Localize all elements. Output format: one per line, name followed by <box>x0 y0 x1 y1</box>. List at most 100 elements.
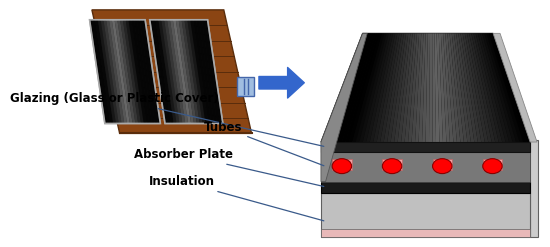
Polygon shape <box>90 20 161 124</box>
Polygon shape <box>90 20 108 124</box>
Polygon shape <box>469 33 495 142</box>
Polygon shape <box>176 20 194 124</box>
Polygon shape <box>150 20 223 124</box>
Polygon shape <box>405 33 417 142</box>
Polygon shape <box>471 33 499 142</box>
Polygon shape <box>109 20 127 124</box>
Polygon shape <box>482 33 516 142</box>
Polygon shape <box>170 20 188 124</box>
Polygon shape <box>98 20 116 124</box>
Polygon shape <box>487 33 523 142</box>
FancyArrowPatch shape <box>259 67 304 98</box>
Polygon shape <box>491 33 530 142</box>
Polygon shape <box>447 33 460 142</box>
Polygon shape <box>356 33 387 142</box>
Polygon shape <box>353 33 384 142</box>
Polygon shape <box>429 33 432 142</box>
Polygon shape <box>434 33 439 142</box>
Polygon shape <box>458 33 478 142</box>
Polygon shape <box>321 33 367 182</box>
Polygon shape <box>112 20 130 124</box>
Bar <box>382 159 402 170</box>
Polygon shape <box>415 33 424 142</box>
Polygon shape <box>106 20 124 124</box>
Polygon shape <box>95 20 113 124</box>
Polygon shape <box>153 20 171 124</box>
Polygon shape <box>161 20 179 124</box>
Polygon shape <box>173 20 191 124</box>
Polygon shape <box>321 33 530 142</box>
Ellipse shape <box>332 159 351 174</box>
Polygon shape <box>467 33 492 142</box>
Polygon shape <box>120 20 138 124</box>
Polygon shape <box>359 33 389 142</box>
Bar <box>321 152 530 182</box>
Polygon shape <box>454 33 471 142</box>
Ellipse shape <box>432 159 452 174</box>
Polygon shape <box>193 20 211 124</box>
Bar <box>332 159 351 170</box>
Polygon shape <box>335 33 373 142</box>
Bar <box>321 142 530 152</box>
Text: Tubes: Tubes <box>204 121 324 166</box>
Polygon shape <box>199 20 217 124</box>
Polygon shape <box>476 33 505 142</box>
Polygon shape <box>452 33 467 142</box>
Polygon shape <box>345 33 380 142</box>
Polygon shape <box>437 33 443 142</box>
Polygon shape <box>439 33 447 142</box>
Polygon shape <box>387 33 406 142</box>
Polygon shape <box>140 20 158 124</box>
Polygon shape <box>182 20 200 124</box>
Polygon shape <box>349 33 382 142</box>
Polygon shape <box>129 20 146 124</box>
Polygon shape <box>398 33 412 142</box>
Polygon shape <box>321 33 365 142</box>
Polygon shape <box>92 10 251 133</box>
Polygon shape <box>422 33 428 142</box>
Bar <box>321 182 530 193</box>
Polygon shape <box>167 20 185 124</box>
Polygon shape <box>188 20 206 124</box>
Polygon shape <box>92 20 111 124</box>
Polygon shape <box>158 20 177 124</box>
Polygon shape <box>117 20 135 124</box>
Polygon shape <box>338 33 376 142</box>
Polygon shape <box>460 33 481 142</box>
Polygon shape <box>489 33 526 142</box>
Polygon shape <box>202 20 220 124</box>
Ellipse shape <box>483 159 502 174</box>
Polygon shape <box>443 33 453 142</box>
Polygon shape <box>384 33 404 142</box>
Polygon shape <box>142 20 161 124</box>
Polygon shape <box>196 20 214 124</box>
Bar <box>432 159 452 170</box>
Polygon shape <box>390 33 408 142</box>
Bar <box>321 193 530 237</box>
Polygon shape <box>426 33 430 142</box>
Polygon shape <box>179 20 197 124</box>
Text: Absorber Plate: Absorber Plate <box>134 148 324 186</box>
Polygon shape <box>370 33 395 142</box>
Polygon shape <box>419 33 426 142</box>
Polygon shape <box>342 33 378 142</box>
Polygon shape <box>480 33 513 142</box>
Polygon shape <box>328 33 369 142</box>
Polygon shape <box>408 33 419 142</box>
Polygon shape <box>126 20 144 124</box>
Polygon shape <box>449 33 464 142</box>
Polygon shape <box>101 20 119 124</box>
Text: Glazing (Glass or Plastic Cover): Glazing (Glass or Plastic Cover) <box>10 92 324 146</box>
Polygon shape <box>164 20 183 124</box>
Polygon shape <box>363 33 391 142</box>
Bar <box>483 159 502 170</box>
Polygon shape <box>432 33 436 142</box>
Polygon shape <box>156 20 174 124</box>
Polygon shape <box>377 33 399 142</box>
Polygon shape <box>456 33 474 142</box>
Polygon shape <box>134 20 152 124</box>
Polygon shape <box>103 20 122 124</box>
Polygon shape <box>205 20 223 124</box>
Polygon shape <box>131 20 149 124</box>
Polygon shape <box>137 20 155 124</box>
